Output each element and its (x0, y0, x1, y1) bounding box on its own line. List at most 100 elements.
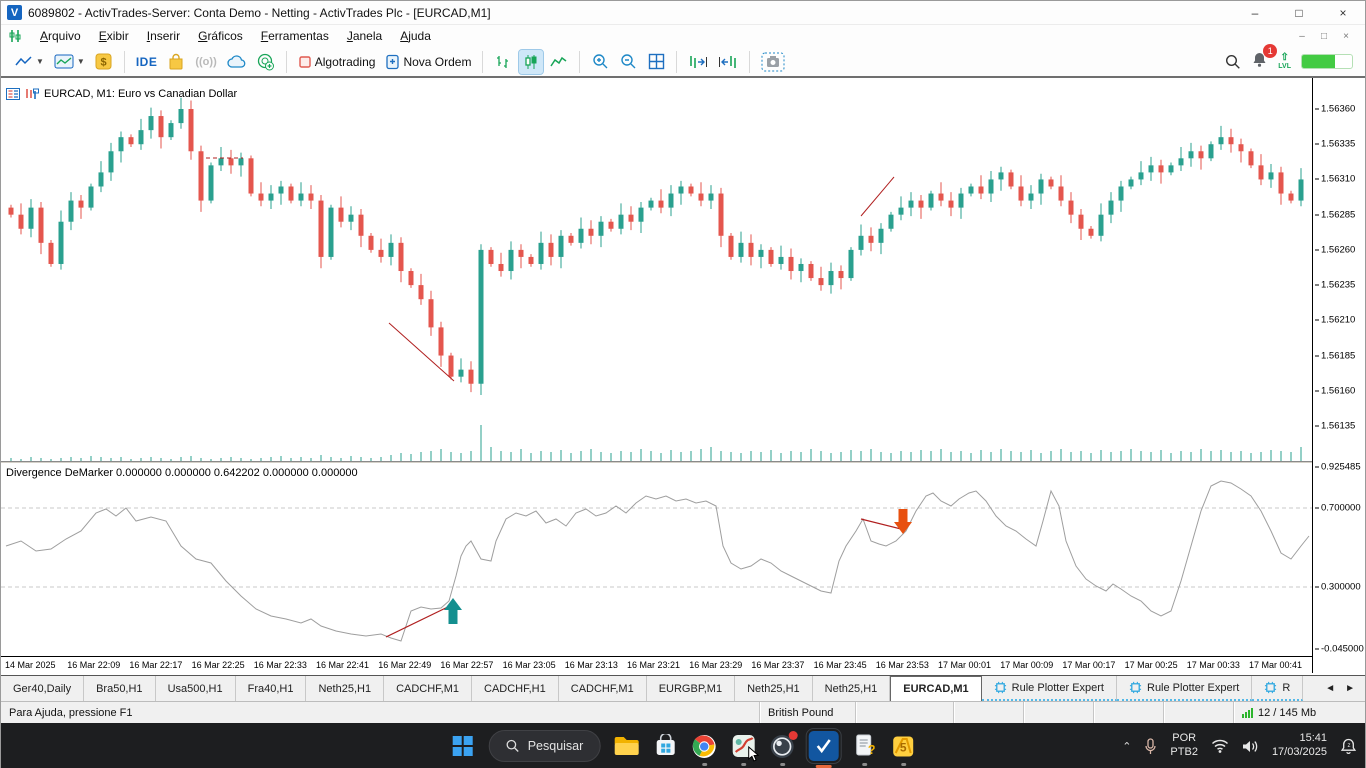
chart-tab-eurcad-m1[interactable]: EURCAD,M1 (890, 676, 982, 701)
tab-label: R (1282, 681, 1291, 694)
chart-tab-eurgbp-m1[interactable]: EURGBP,M1 (647, 676, 736, 701)
start-button[interactable] (450, 733, 476, 759)
status-cell (855, 702, 953, 723)
tab-label: EURCAD,M1 (903, 683, 969, 695)
metaeditor-button[interactable]: IDE (133, 50, 161, 74)
time-tick: 16 Mar 22:09 (67, 660, 121, 670)
signals-button[interactable]: ((o)) (192, 50, 219, 74)
add-broker-button[interactable] (253, 50, 278, 74)
tabs-scroll-right-button[interactable]: ► (1345, 683, 1355, 694)
maps-app-button[interactable] (730, 733, 760, 766)
microphone-icon[interactable] (1144, 737, 1157, 755)
help-doc-button[interactable]: ? (851, 733, 877, 766)
bars-chart-button[interactable] (491, 50, 515, 74)
main-price-chart[interactable] (1, 86, 1312, 463)
divergence-line[interactable] (385, 602, 457, 638)
tray-expand-button[interactable]: ⌃ (1122, 740, 1132, 753)
bars-chart-icon (497, 55, 509, 68)
chart-tab-neth25-h1[interactable]: Neth25,H1 (813, 676, 891, 701)
notification-bell-icon[interactable]: z (1340, 737, 1357, 755)
menu-item-janela[interactable]: Janela (346, 29, 383, 43)
divergence-line[interactable] (860, 518, 902, 530)
new-order-label: Nova Ordem (403, 54, 472, 69)
search-icon[interactable] (1225, 54, 1241, 70)
chart-tab-cadchf-m1[interactable]: CADCHF,M1 (384, 676, 473, 701)
quotes-panel-icon[interactable] (6, 88, 20, 100)
shift-end-button[interactable] (685, 50, 711, 74)
tab-label: Neth25,H1 (318, 682, 372, 695)
trendline-annotation[interactable] (860, 176, 895, 217)
file-explorer-button[interactable] (613, 733, 639, 759)
price-tick: 1.56185 (1315, 350, 1355, 361)
language-indicator[interactable]: POR PTB2 (1170, 732, 1198, 758)
menu-item-inserir[interactable]: Inserir (146, 29, 181, 43)
screenshot-button[interactable] (758, 50, 788, 74)
app5-button[interactable]: 5 (890, 733, 916, 766)
chart-tab-bra50-h1[interactable]: Bra50,H1 (84, 676, 156, 701)
chart-tab-neth25-h1[interactable]: Neth25,H1 (306, 676, 385, 701)
mini-chart-icon[interactable] (25, 88, 39, 100)
menu-item-arquivo[interactable]: Arquivo (40, 29, 81, 43)
chart-tab-neth25-h1[interactable]: Neth25,H1 (735, 676, 813, 701)
child-close-button[interactable]: × (1343, 30, 1349, 42)
line-chart-button[interactable] (547, 50, 571, 74)
tile-windows-button[interactable] (644, 50, 668, 74)
demarker-indicator-chart[interactable] (1, 463, 1312, 656)
clock[interactable]: 15:41 17/03/2025 (1271, 732, 1327, 758)
price-tick: 1.56135 (1315, 421, 1355, 432)
time-tick: 17 Mar 00:25 (1124, 660, 1178, 670)
minimize-button[interactable]: – (1251, 5, 1259, 20)
chart-type-button[interactable]: ▼ (12, 50, 47, 74)
chart-tab-rule-plotter-expert[interactable]: Rule Plotter Expert (1117, 676, 1253, 701)
new-order-icon (386, 54, 400, 69)
chart-tab-cadchf-m1[interactable]: CADCHF,M1 (559, 676, 647, 701)
menu-item-ajuda[interactable]: Ajuda (400, 29, 431, 43)
new-order-button[interactable]: Nova Ordem (382, 50, 474, 74)
chart-tab-usa500-h1[interactable]: Usa500,H1 (156, 676, 236, 701)
indicator-window-button[interactable]: ▼ (51, 50, 88, 74)
obs-studio-button[interactable] (769, 731, 798, 766)
app5-icon: 5 (893, 736, 914, 756)
microsoft-store-button[interactable] (652, 733, 678, 759)
zoom-out-button[interactable] (616, 50, 640, 74)
maximize-button[interactable]: □ (1295, 5, 1303, 20)
menu-item-exibir[interactable]: Exibir (98, 29, 129, 43)
lvl-label: LVL (1278, 63, 1291, 70)
zoom-in-button[interactable] (588, 50, 612, 74)
metatrader5-taskbar-button[interactable] (805, 728, 842, 768)
tab-label: EURGBP,M1 (658, 682, 723, 695)
speaker-icon[interactable] (1242, 739, 1259, 754)
lvl-indicator[interactable]: ⇧ LVL (1278, 53, 1291, 71)
chart-tab-fra40-h1[interactable]: Fra40,H1 (236, 676, 307, 701)
chart-child-icon (9, 30, 21, 42)
depth-of-market-button[interactable]: $ (92, 50, 116, 74)
chart-tab-rule-plotter-expert[interactable]: Rule Plotter Expert (981, 676, 1117, 701)
child-minimize-button[interactable]: – (1299, 30, 1305, 42)
menu-item-ferramentas[interactable]: Ferramentas (260, 29, 329, 43)
tabs-scroll-left-button[interactable]: ◄ (1325, 683, 1336, 694)
close-button[interactable]: × (1339, 5, 1347, 20)
child-restore-button[interactable]: □ (1320, 30, 1328, 42)
taskbar-search[interactable]: Pesquisar (488, 730, 601, 762)
wifi-icon[interactable] (1211, 739, 1229, 753)
vps-button[interactable] (224, 50, 249, 74)
market-button[interactable] (164, 50, 188, 74)
time-axis[interactable]: 14 Mar 2025 16 Mar 22:09 16 Mar 22:17 16 Ma… (1, 656, 1312, 673)
chart-tab-cadchf-h1[interactable]: CADCHF,H1 (472, 676, 559, 701)
system-tray: ⌃ POR PTB2 15:41 17/03/2025 (1122, 723, 1357, 768)
tab-label: CADCHF,H1 (484, 682, 546, 695)
mouse-cursor (747, 746, 760, 762)
notifications-button[interactable]: 1 (1251, 43, 1278, 73)
panel-divider[interactable] (1, 461, 1312, 464)
algotrading-button[interactable]: Algotrading (295, 50, 379, 74)
chart-tab-r[interactable]: R (1252, 676, 1304, 701)
trendline-annotation[interactable] (388, 322, 455, 382)
candles-chart-button[interactable] (518, 48, 545, 75)
chrome-button[interactable] (691, 733, 717, 766)
menu-item-gráficos[interactable]: Gráficos (198, 29, 243, 43)
tab-label: Fra40,H1 (247, 682, 294, 695)
auto-scroll-button[interactable] (715, 50, 741, 74)
time-tick: 16 Mar 22:33 (253, 660, 307, 670)
price-axis[interactable]: 1.56360 1.56335 1.56310 1.56285 1.56260 1.562… (1312, 78, 1366, 673)
chart-tab-ger40-daily[interactable]: Ger40,Daily (1, 676, 85, 701)
